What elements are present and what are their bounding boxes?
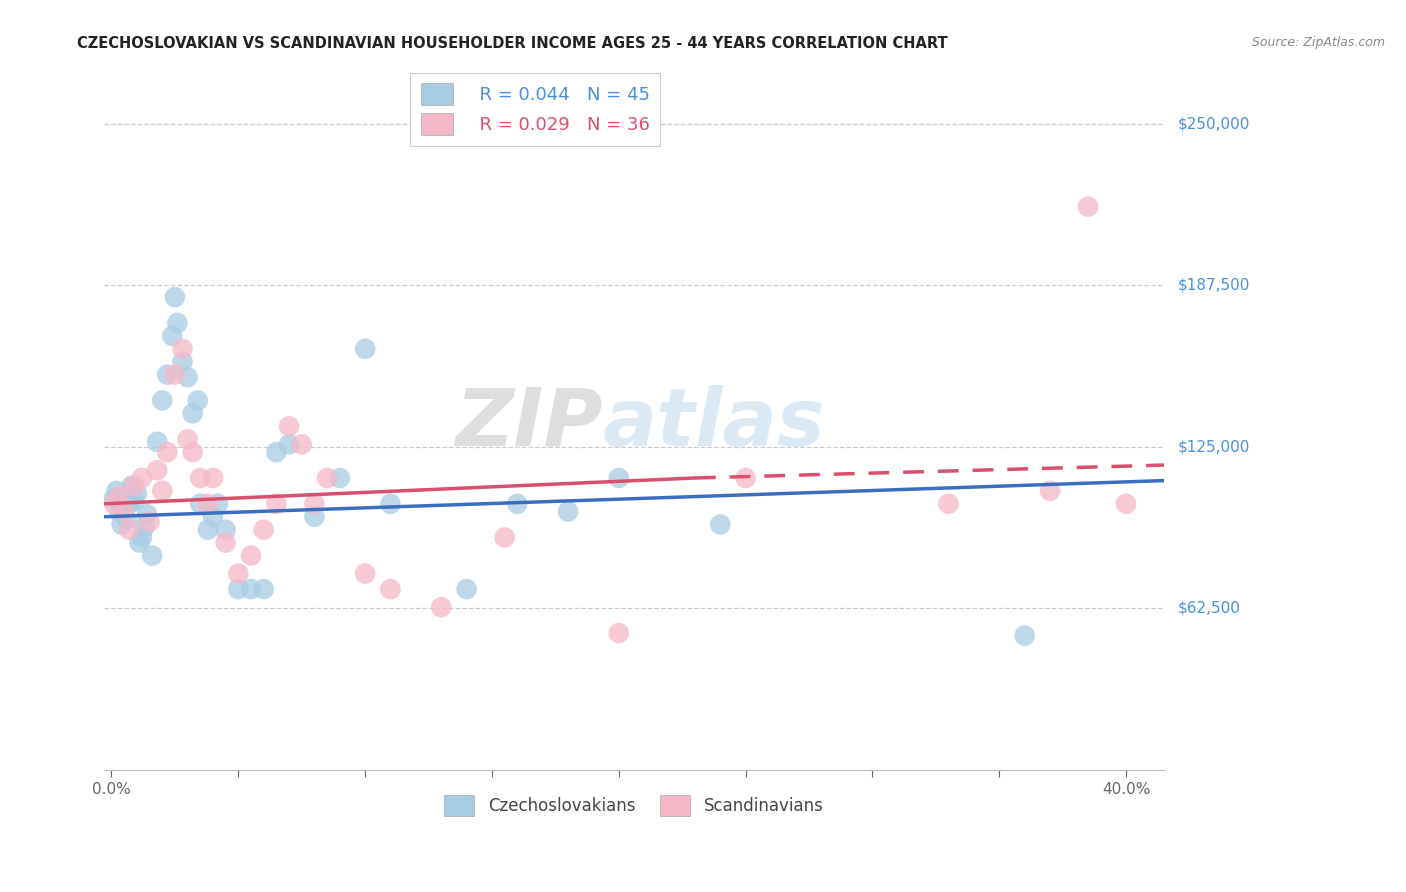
Point [607,471,630,485]
Text: CZECHOSLOVAKIAN VS SCANDINAVIAN HOUSEHOLDER INCOME AGES 25 - 44 YEARS CORRELATIO: CZECHOSLOVAKIAN VS SCANDINAVIAN HOUSEHOL… [77,36,948,51]
Point [105,483,128,498]
Point [150,393,173,408]
Point [1039,483,1062,498]
Point [146,434,169,449]
Point [134,520,156,534]
Point [111,517,134,532]
Point [278,437,301,451]
Point [201,509,224,524]
Point [162,329,184,343]
Point [181,445,204,459]
Point [557,505,579,519]
Point [187,393,209,408]
Point [124,479,146,493]
Point [494,530,516,544]
Point [166,316,188,330]
Point [709,517,731,532]
Point [156,368,179,382]
Point [380,582,402,596]
Text: $62,500: $62,500 [1178,601,1241,616]
Point [163,368,186,382]
Point [1115,497,1137,511]
Point [304,497,326,511]
Text: $250,000: $250,000 [1178,117,1250,131]
Point [266,497,288,511]
Point [456,582,478,596]
Legend: Czechoslovakians, Scandinavians: Czechoslovakians, Scandinavians [436,787,832,824]
Point [201,471,224,485]
Point [304,509,326,524]
Point [112,505,135,519]
Point [118,497,141,511]
Point [115,512,138,526]
Point [188,497,211,511]
Point [108,505,131,519]
Point [607,626,630,640]
Point [291,437,314,451]
Text: ZIP: ZIP [454,384,602,463]
Point [197,523,219,537]
Point [430,600,453,615]
Point [207,497,229,511]
Point [354,342,377,356]
Point [163,290,186,304]
Point [138,515,160,529]
Point [266,445,288,459]
Point [329,471,352,485]
Point [131,471,153,485]
Point [316,471,339,485]
Text: atlas: atlas [602,384,825,463]
Text: Source: ZipAtlas.com: Source: ZipAtlas.com [1251,36,1385,49]
Point [112,500,135,514]
Point [734,471,756,485]
Point [150,483,173,498]
Point [197,497,219,511]
Point [938,497,960,511]
Point [172,342,194,356]
Point [118,523,141,537]
Point [128,535,150,549]
Text: $125,000: $125,000 [1178,440,1250,455]
Point [103,497,125,511]
Point [108,489,131,503]
Point [253,523,276,537]
Point [228,582,250,596]
Point [172,354,194,368]
Point [188,471,211,485]
Point [228,566,250,581]
Point [121,479,143,493]
Point [1014,629,1036,643]
Point [240,549,263,563]
Point [354,566,377,581]
Point [278,419,301,434]
Point [240,582,263,596]
Point [181,406,204,420]
Point [380,497,402,511]
Point [176,432,198,446]
Point [124,494,146,508]
Point [125,486,148,500]
Point [253,582,276,596]
Point [131,530,153,544]
Point [1077,200,1099,214]
Point [214,535,236,549]
Point [506,497,529,511]
Point [103,491,125,506]
Point [136,507,159,521]
Text: $187,500: $187,500 [1178,278,1250,293]
Point [146,463,169,477]
Point [214,523,236,537]
Point [176,370,198,384]
Point [156,445,179,459]
Point [141,549,163,563]
